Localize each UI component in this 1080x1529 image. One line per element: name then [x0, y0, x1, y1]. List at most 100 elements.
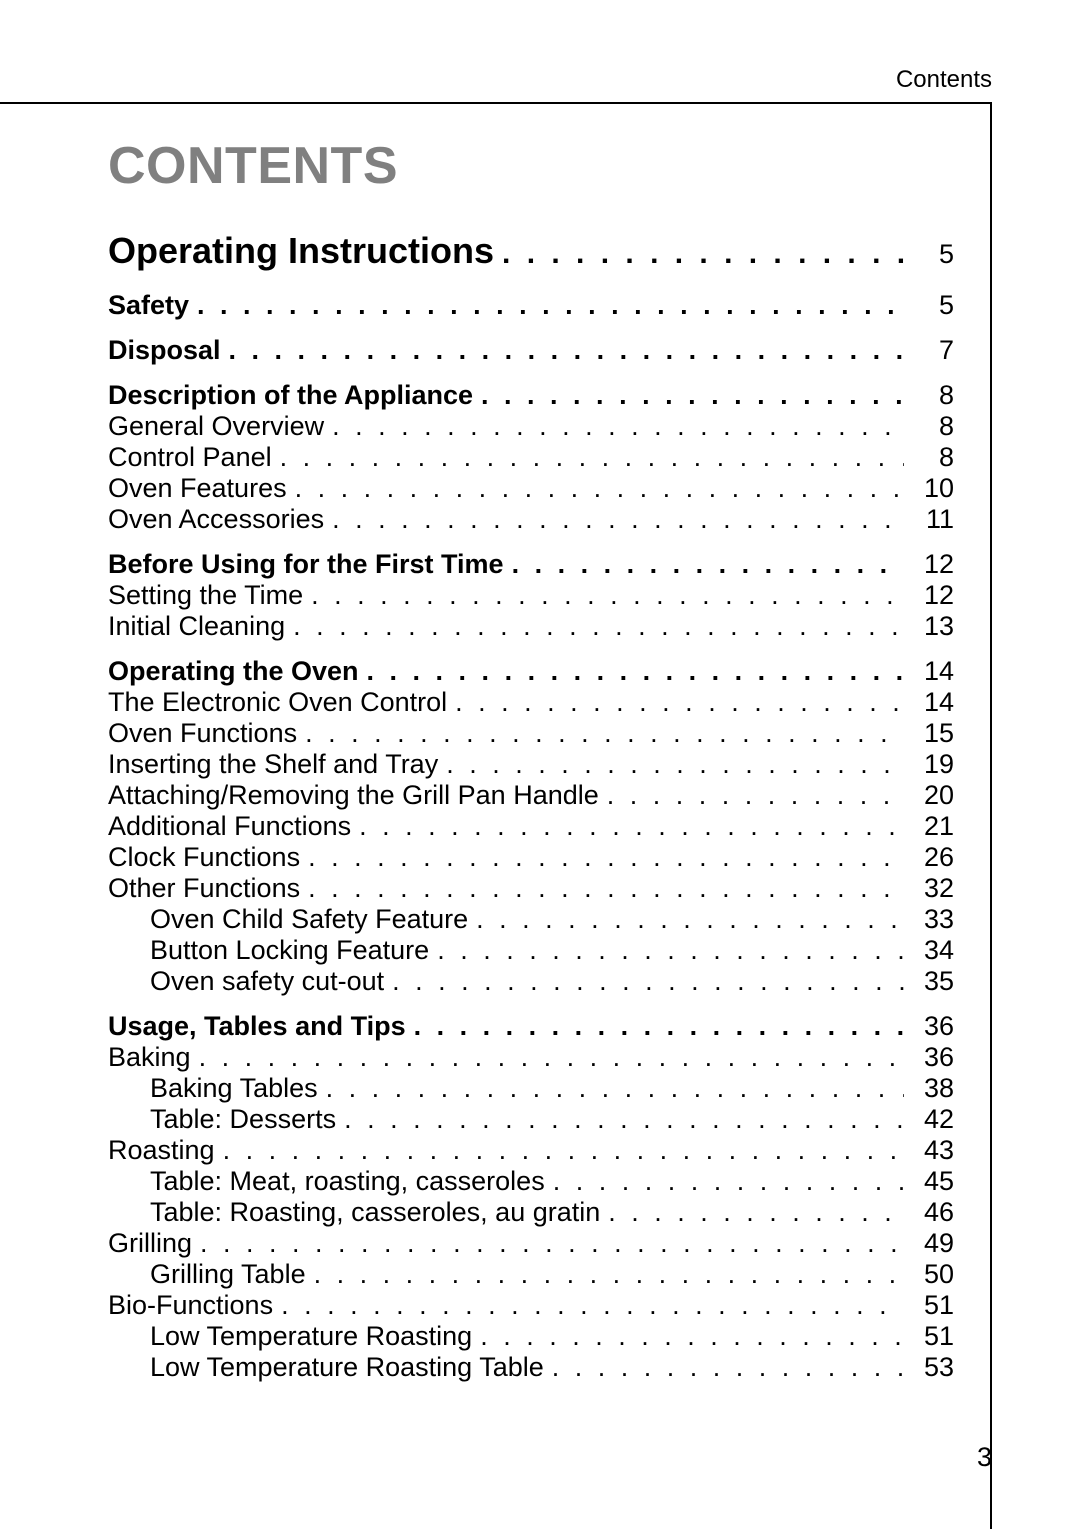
toc-entry: Initial Cleaning . . . . . . . . . . . . …: [108, 611, 954, 642]
page-number: 3: [977, 1442, 992, 1473]
toc-entry-label: Oven Functions: [108, 718, 297, 749]
toc-entry-leader-dots: . . . . . . . . . . . . . . . . . . . . …: [326, 1073, 904, 1104]
toc-entry-page: 5: [910, 239, 954, 270]
toc-entry-leader-dots: . . . . . . . . . . . . . . . . . . . . …: [512, 549, 904, 580]
toc-entry-label: Other Functions: [108, 873, 300, 904]
toc-entry-page: 42: [910, 1104, 954, 1135]
toc-entry-label: Operating Instructions: [108, 230, 494, 272]
toc-entry-label: Attaching/Removing the Grill Pan Handle: [108, 780, 599, 811]
toc-entry-page: 7: [910, 335, 954, 366]
toc-entry-leader-dots: . . . . . . . . . . . . . . . . . . . . …: [607, 780, 904, 811]
toc-entry: Attaching/Removing the Grill Pan Handle.…: [108, 780, 954, 811]
toc-entry: Disposal. . . . . . . . . . . . . . . . …: [108, 335, 954, 366]
toc-entry: Before Using for the First Time. . . . .…: [108, 549, 954, 580]
toc-entry-label: Setting the Time: [108, 580, 303, 611]
toc-entry-leader-dots: . . . . . . . . . . . . . . . . . . . . …: [229, 335, 904, 366]
toc-entry: Setting the Time . . . . . . . . . . . . …: [108, 580, 954, 611]
toc-entry-label: Safety: [108, 290, 189, 321]
toc-entry-leader-dots: . . . . . . . . . . . . . . . . . . . . …: [437, 935, 904, 966]
toc-entry-leader-dots: . . . . . . . . . . . . . . . . . . . . …: [446, 749, 904, 780]
toc-entry-page: 11: [910, 504, 954, 535]
toc-entry-label: Button Locking Feature: [150, 935, 429, 966]
toc-entry-page: 49: [910, 1228, 954, 1259]
toc-entry-leader-dots: . . . . . . . . . . . . . . . . . . . . …: [308, 842, 904, 873]
toc-entry: Oven Features. . . . . . . . . . . . . .…: [108, 473, 954, 504]
toc-entry-leader-dots: . . . . . . . . . . . . . . . . . . . . …: [332, 504, 904, 535]
toc-entry-page: 36: [910, 1011, 954, 1042]
toc-entry: Control Panel. . . . . . . . . . . . . .…: [108, 442, 954, 473]
toc-entry: Oven Accessories. . . . . . . . . . . . …: [108, 504, 954, 535]
toc-entry: The Electronic Oven Control . . . . . . .…: [108, 687, 954, 718]
toc-entry-page: 32: [910, 873, 954, 904]
toc-entry-page: 51: [910, 1321, 954, 1352]
toc-entry-page: 36: [910, 1042, 954, 1073]
toc-entry-leader-dots: . . . . . . . . . . . . . . . . . . . . …: [414, 1011, 904, 1042]
toc-entry-leader-dots: . . . . . . . . . . . . . . . . . . . . …: [481, 380, 904, 411]
toc-entry-label: Oven Child Safety Feature: [150, 904, 468, 935]
toc-entry-leader-dots: . . . . . . . . . . . . . . . . . . . . …: [392, 966, 904, 997]
toc-entry: Grilling Table. . . . . . . . . . . . . …: [108, 1259, 954, 1290]
toc-entry: Operating Instructions. . . . . . . . . …: [108, 230, 954, 272]
toc-entry-page: 14: [910, 687, 954, 718]
toc-entry-label: The Electronic Oven Control: [108, 687, 447, 718]
toc-entry: Description of the Appliance . . . . . . …: [108, 380, 954, 411]
toc-entry-page: 12: [910, 549, 954, 580]
toc-entry-page: 21: [910, 811, 954, 842]
toc-entry-label: Operating the Oven: [108, 656, 359, 687]
content-frame: CONTENTS Operating Instructions. . . . .…: [100, 104, 992, 1529]
toc-entry-label: Oven Features: [108, 473, 287, 504]
toc-entry: Baking Tables. . . . . . . . . . . . . .…: [108, 1073, 954, 1104]
toc-entry-page: 15: [910, 718, 954, 749]
running-head: Contents: [896, 66, 992, 94]
toc-entry-label: Table: Desserts: [150, 1104, 336, 1135]
toc-entry-leader-dots: . . . . . . . . . . . . . . . . . . . . …: [344, 1104, 904, 1135]
toc-entry: Clock Functions . . . . . . . . . . . . .…: [108, 842, 954, 873]
toc-entry-leader-dots: . . . . . . . . . . . . . . . . . . . . …: [197, 290, 904, 321]
toc-entry-page: 43: [910, 1135, 954, 1166]
toc-entry-label: Control Panel: [108, 442, 272, 473]
toc-entry: Low Temperature Roasting. . . . . . . . …: [108, 1321, 954, 1352]
toc-entry: Bio-Functions. . . . . . . . . . . . . .…: [108, 1290, 954, 1321]
toc-entry: Roasting. . . . . . . . . . . . . . . . …: [108, 1135, 954, 1166]
toc-entry-leader-dots: . . . . . . . . . . . . . . . . . . . . …: [311, 580, 904, 611]
toc-entry-page: 33: [910, 904, 954, 935]
toc-entry-page: 46: [910, 1197, 954, 1228]
toc-entry: Grilling. . . . . . . . . . . . . . . . …: [108, 1228, 954, 1259]
toc-entry-label: General Overview: [108, 411, 324, 442]
toc-entry-label: Roasting: [108, 1135, 215, 1166]
toc-entry-label: Initial Cleaning: [108, 611, 285, 642]
toc-entry-leader-dots: . . . . . . . . . . . . . . . . . . . . …: [455, 687, 904, 718]
toc-entry-label: Clock Functions: [108, 842, 300, 873]
toc-entry-leader-dots: . . . . . . . . . . . . . . . . . . . . …: [332, 411, 904, 442]
toc-entry-page: 35: [910, 966, 954, 997]
toc-entry: Baking. . . . . . . . . . . . . . . . . …: [108, 1042, 954, 1073]
toc-entry: Inserting the Shelf and Tray. . . . . . …: [108, 749, 954, 780]
toc-entry-leader-dots: . . . . . . . . . . . . . . . . . . . . …: [293, 611, 904, 642]
toc-entry-label: Low Temperature Roasting Table: [150, 1352, 544, 1383]
toc-entry-page: 20: [910, 780, 954, 811]
toc-entry: Table: Desserts . . . . . . . . . . . . .…: [108, 1104, 954, 1135]
toc-entry-leader-dots: . . . . . . . . . . . . . . . . . . . . …: [281, 1290, 904, 1321]
toc-entry-label: Table: Meat, roasting, casseroles: [150, 1166, 545, 1197]
toc-entry-leader-dots: . . . . . . . . . . . . . . . . . . . . …: [305, 718, 904, 749]
toc-entry-leader-dots: . . . . . . . . . . . . . . . . . . . . …: [552, 1352, 904, 1383]
toc-entry: Oven safety cut-out . . . . . . . . . . .…: [108, 966, 954, 997]
toc-entry-leader-dots: . . . . . . . . . . . . . . . . . . . . …: [480, 1321, 904, 1352]
toc-entry-page: 10: [910, 473, 954, 504]
toc-entry: General Overview . . . . . . . . . . . . …: [108, 411, 954, 442]
toc-entry-leader-dots: . . . . . . . . . . . . . . . . . . . . …: [608, 1197, 904, 1228]
toc-entry-page: 53: [910, 1352, 954, 1383]
toc-entry-leader-dots: . . . . . . . . . . . . . . . . . . . . …: [314, 1259, 904, 1290]
toc-entry-page: 8: [910, 380, 954, 411]
toc-list: Operating Instructions . . . . . . . . . …: [108, 230, 954, 1383]
toc-entry-page: 19: [910, 749, 954, 780]
toc-entry: Button Locking Feature . . . . . . . . . …: [108, 935, 954, 966]
toc-entry-page: 13: [910, 611, 954, 642]
toc-entry-page: 8: [910, 411, 954, 442]
toc-entry-page: 51: [910, 1290, 954, 1321]
toc-entry-leader-dots: . . . . . . . . . . . . . . . . . . . . …: [553, 1166, 904, 1197]
toc-entry-page: 5: [910, 290, 954, 321]
toc-entry-leader-dots: . . . . . . . . . . . . . . . . . . . . …: [502, 237, 904, 271]
toc-entry-label: Description of the Appliance: [108, 380, 473, 411]
toc-entry-label: Oven safety cut-out: [150, 966, 384, 997]
